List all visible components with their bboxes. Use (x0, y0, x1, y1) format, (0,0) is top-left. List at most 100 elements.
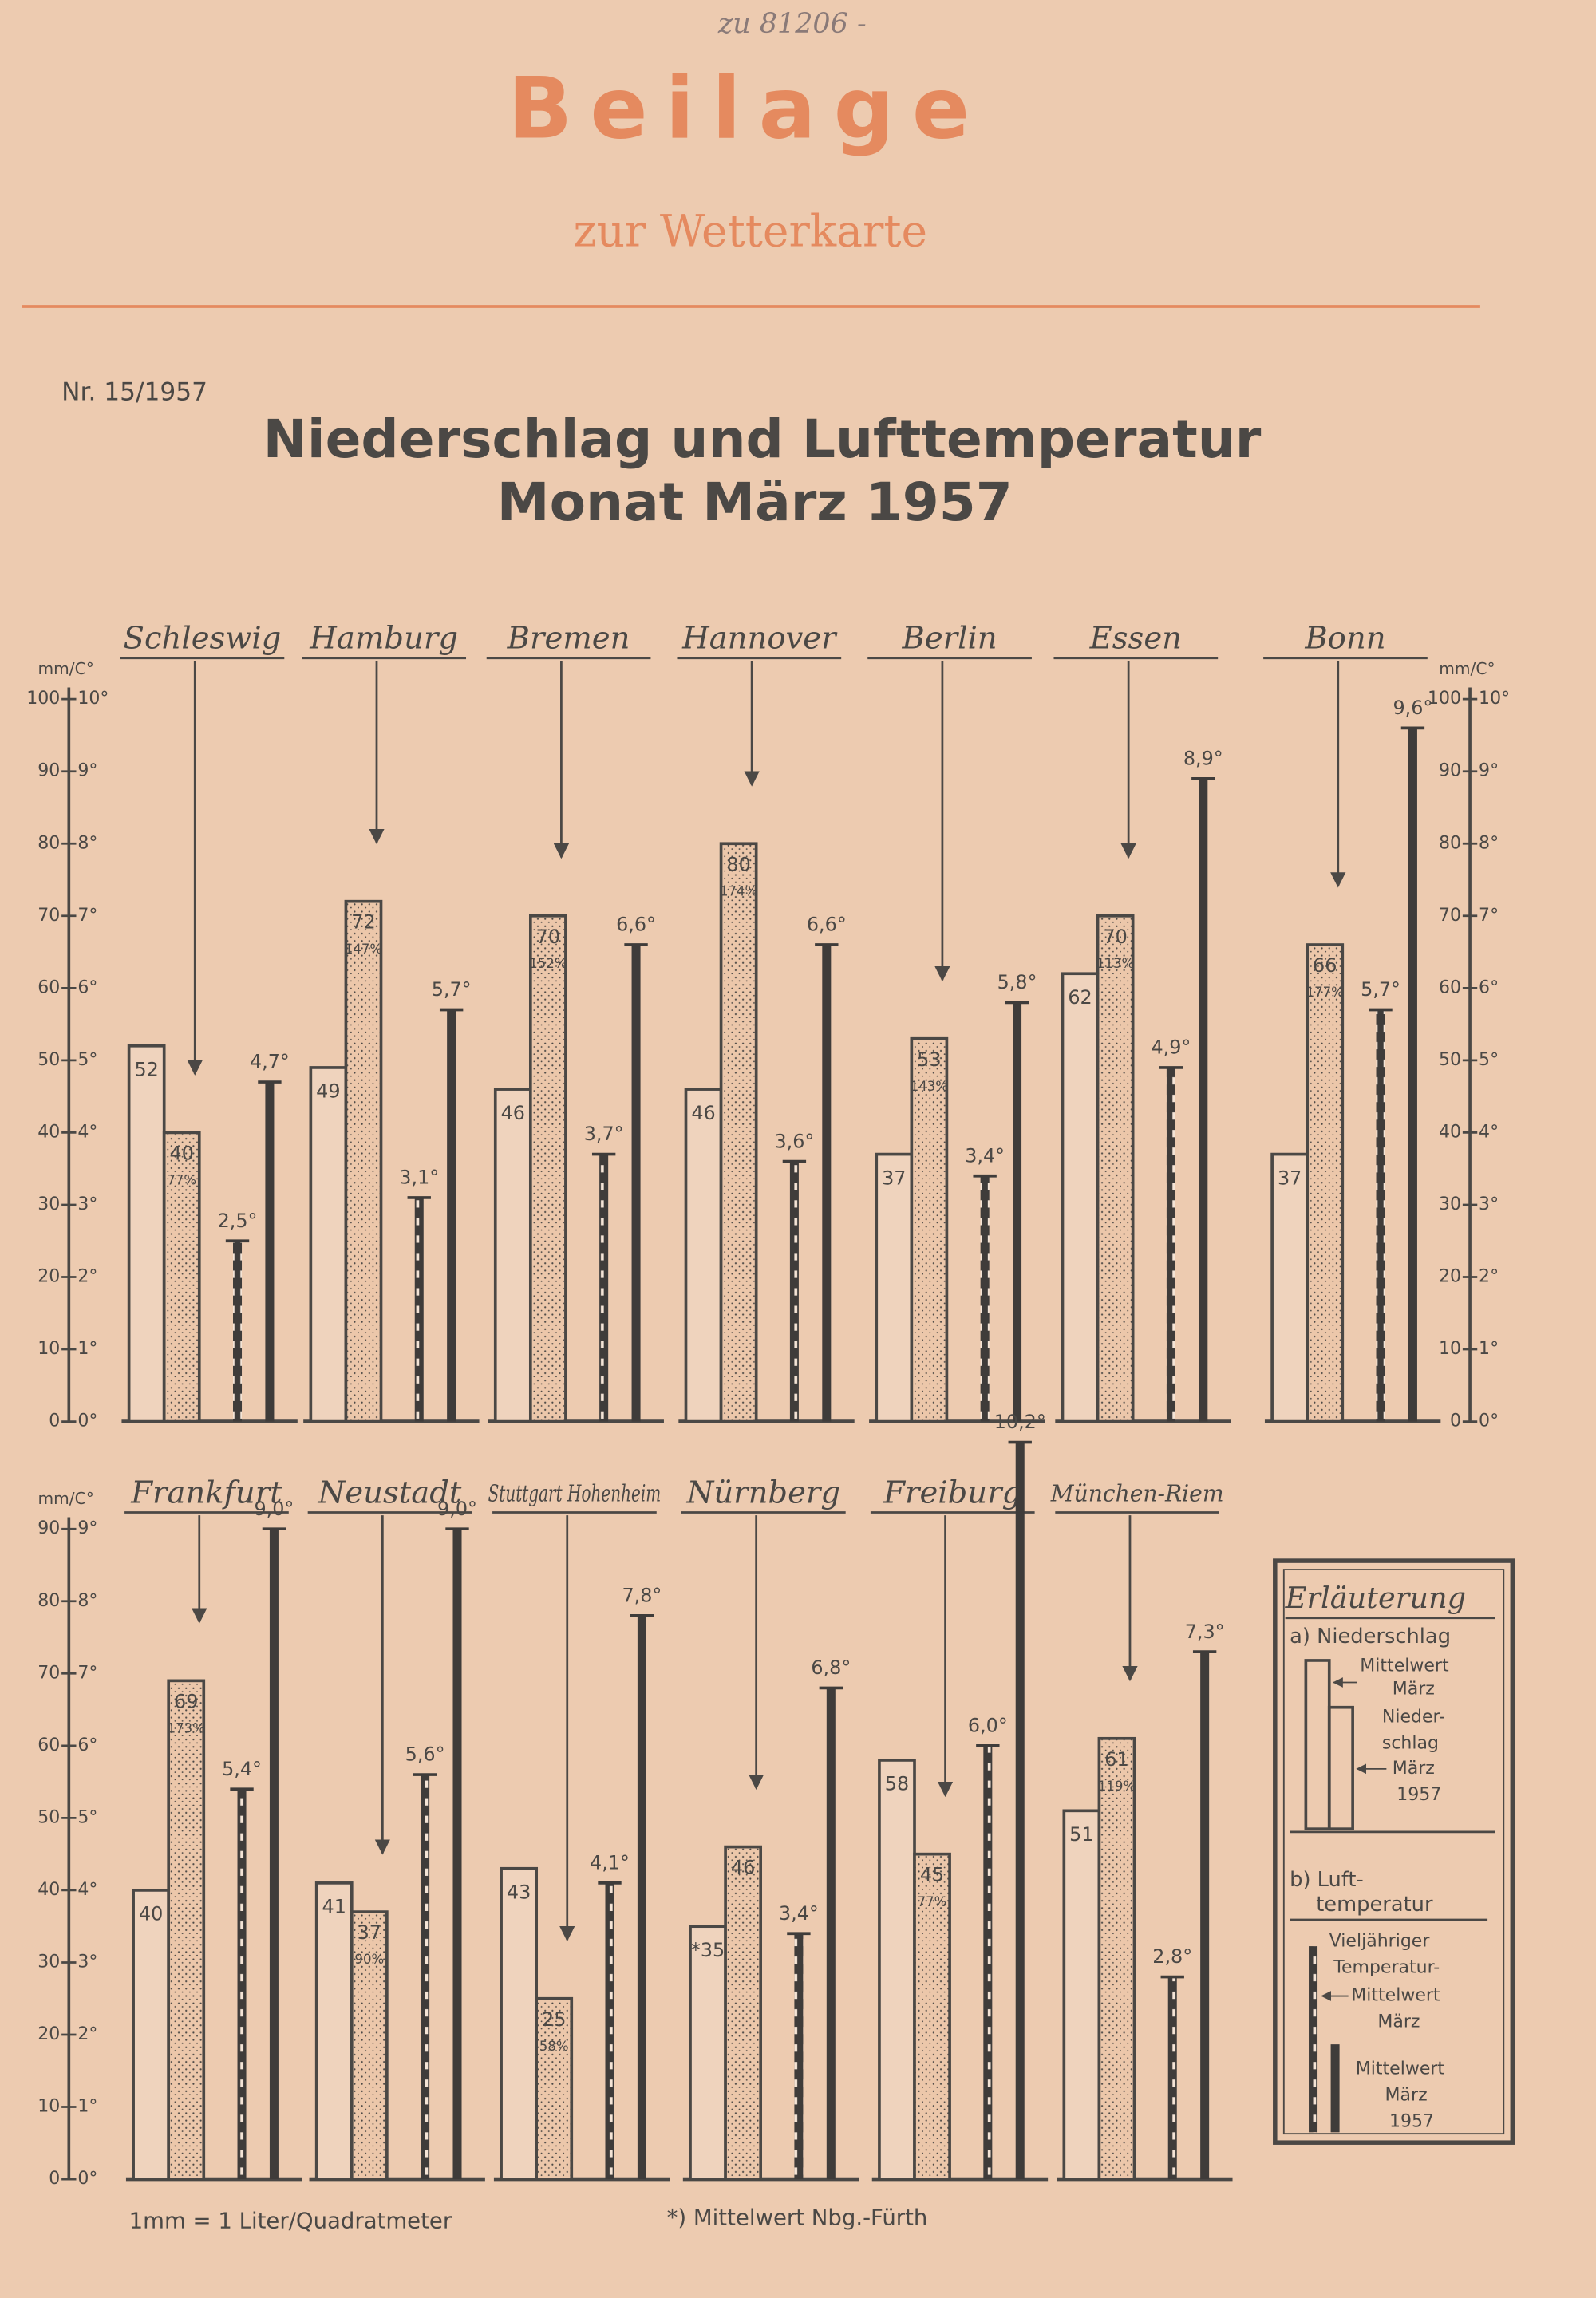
axis-title: mm/C° (38, 1489, 93, 1508)
legend-label: Mittelwert (1360, 1656, 1449, 1676)
legend-frame (1273, 1558, 1515, 2145)
y-tick-label: 60 (38, 977, 60, 997)
value-label: 9,0° (437, 1498, 477, 1520)
legend-label: Mittelwert (1351, 1986, 1440, 2006)
legend-title: Erläuterung (1285, 1581, 1466, 1615)
legend-label: 1957 (1396, 1785, 1441, 1805)
value-label: 62 (1068, 986, 1092, 1009)
y2-tick-label: 2° (77, 1267, 97, 1287)
value-label: 37 (882, 1167, 906, 1189)
value-label: 70 (536, 926, 560, 948)
y2-tick-label: 1° (1479, 1339, 1499, 1359)
temp-1957-bar (631, 945, 641, 1422)
legend-label: März (1377, 2012, 1420, 2032)
precip-mean-bar (875, 1152, 914, 1423)
percent-label: 147% (345, 942, 382, 957)
temp-1957-bar (826, 1688, 836, 2180)
precip-1957-bar (724, 1845, 763, 2181)
precip-1957-bar (913, 1852, 951, 2181)
y2-tick-label: 5° (77, 1050, 97, 1070)
y-tick-label: 10 (1439, 1339, 1461, 1359)
legend-label: Vieljähriger (1329, 1932, 1431, 1952)
legend-label: Nieder- (1382, 1708, 1445, 1727)
station-label: Neustadt (318, 1475, 462, 1510)
y2-tick-label: 1° (77, 2097, 97, 2117)
precip-1957-bar (1306, 943, 1345, 1423)
station-label: Schleswig (124, 621, 282, 657)
y-tick-label: 90 (38, 1518, 60, 1538)
temp-1957-bar (1015, 1442, 1025, 2180)
temp-mean-bar (983, 1745, 993, 2180)
y2-tick-label: 9° (77, 1518, 97, 1538)
y2-tick-label: 0° (77, 1412, 97, 1431)
value-label: 5,6° (405, 1743, 445, 1766)
y-tick-label: 70 (1439, 906, 1461, 926)
station-label: Nürnberg (686, 1475, 840, 1510)
station-label: Essen (1089, 621, 1182, 657)
value-label: 46 (501, 1102, 525, 1124)
y-tick-label: 80 (1439, 833, 1461, 853)
issue-number: Nr. 15/1957 (61, 377, 207, 406)
temp-1957-bar (822, 945, 832, 1422)
legend-label: März (1393, 1759, 1435, 1779)
legend-swatch (1304, 1659, 1331, 1830)
legend-swatch (1309, 1946, 1318, 2133)
legend-section: a) Niederschlag (1290, 1625, 1451, 1648)
precip-mean-bar (314, 1881, 354, 2181)
value-label: 61 (1104, 1748, 1128, 1771)
temp-1957-bar (452, 1529, 462, 2180)
value-label: 40 (139, 1903, 163, 1925)
temp-1957-bar (447, 1009, 456, 1422)
temp-mean-bar (1166, 1067, 1175, 1422)
value-label: 66 (1313, 954, 1337, 977)
station-label: Stuttgart Hohenheim (488, 1479, 662, 1506)
value-label: 5,7° (1361, 978, 1400, 1001)
precip-1957-bar (162, 1131, 201, 1423)
y2-tick-label: 6° (77, 1735, 97, 1755)
precip-mean-bar (1270, 1152, 1310, 1423)
y-tick-label: 20 (38, 1267, 60, 1287)
precip-1957-bar (1097, 1736, 1136, 2181)
station-label: Bremen (507, 621, 630, 657)
legend-label: Mittelwert (1356, 2059, 1445, 2079)
y-tick-label: 0 (1450, 1412, 1461, 1431)
legend-swatch (1327, 1705, 1354, 1830)
value-label: 3,7° (584, 1123, 624, 1145)
y2-tick-label: 0° (77, 2169, 97, 2189)
legend-section: temperatur (1316, 1893, 1433, 1917)
y2-tick-label: 7° (77, 906, 97, 926)
percent-label: 77% (918, 1894, 947, 1909)
y-tick-label: 10 (38, 2097, 60, 2117)
precip-1957-bar (719, 842, 758, 1423)
value-label: 6,8° (811, 1656, 851, 1679)
value-label: 2,5° (218, 1210, 258, 1232)
y-tick-label: 90 (38, 761, 60, 781)
value-label: 37 (358, 1921, 381, 1944)
value-label: 37 (1278, 1167, 1302, 1189)
temp-1957-bar (1013, 1002, 1022, 1422)
value-label: 10,2° (994, 1411, 1046, 1433)
value-label: 70 (1103, 926, 1127, 948)
y2-tick-label: 5° (77, 1807, 97, 1827)
value-label: 5,7° (432, 978, 472, 1001)
y2-tick-label: 8° (77, 1591, 97, 1611)
footnote: 1mm = 1 Liter/Quadratmeter (129, 2208, 452, 2233)
value-label: 4,9° (1151, 1036, 1191, 1059)
legend-swatch (1330, 2044, 1340, 2133)
value-label: 6,6° (616, 914, 656, 936)
value-label: 6,0° (968, 1714, 1008, 1736)
percent-label: 113% (1096, 956, 1134, 971)
value-label: 45 (920, 1864, 944, 1886)
y2-tick-label: 4° (77, 1122, 97, 1142)
temp-mean-bar (794, 1933, 804, 2180)
value-label: 7,3° (1185, 1621, 1225, 1643)
precip-1957-bar (350, 1910, 389, 2181)
precip-mean-bar (684, 1088, 723, 1423)
value-label: 4,7° (250, 1051, 290, 1073)
value-label: 72 (351, 911, 375, 934)
precip-1957-bar (535, 1996, 574, 2181)
y-tick-label: 50 (38, 1050, 60, 1070)
y2-tick-label: 6° (1479, 977, 1499, 997)
value-label: 53 (917, 1048, 941, 1071)
value-label: 5,4° (222, 1758, 262, 1780)
